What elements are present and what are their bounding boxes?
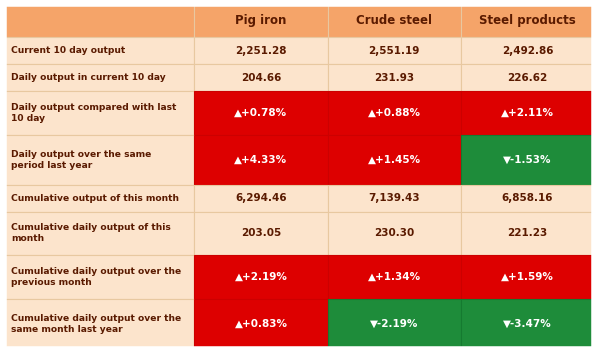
Bar	[461, 4, 594, 37]
Bar	[328, 91, 461, 134]
Bar	[4, 134, 194, 185]
Text: 2,251.28: 2,251.28	[235, 46, 287, 56]
Text: 231.93: 231.93	[374, 73, 414, 83]
Text: Daily output over the same
period last year: Daily output over the same period last y…	[11, 150, 151, 170]
Text: ▲+1.34%: ▲+1.34%	[368, 272, 421, 282]
Bar	[461, 212, 594, 255]
Text: ▼-2.19%: ▼-2.19%	[370, 319, 419, 329]
Bar	[194, 185, 328, 212]
Text: Pig iron: Pig iron	[236, 14, 286, 27]
Bar	[194, 299, 328, 349]
Text: Daily output compared with last
10 day: Daily output compared with last 10 day	[11, 103, 176, 123]
Text: ▲+2.11%: ▲+2.11%	[501, 108, 554, 118]
Bar	[328, 37, 461, 64]
Bar	[4, 185, 194, 212]
Text: Cumulative output of this month: Cumulative output of this month	[11, 194, 179, 203]
Bar	[194, 134, 328, 185]
Bar	[4, 4, 194, 37]
Bar	[194, 91, 328, 134]
Text: ▲+0.83%: ▲+0.83%	[234, 319, 288, 329]
Text: ▲+0.78%: ▲+0.78%	[234, 108, 288, 118]
Text: 6,858.16: 6,858.16	[502, 193, 553, 203]
Bar	[328, 212, 461, 255]
Text: Cumulative daily output over the
previous month: Cumulative daily output over the previou…	[11, 267, 181, 287]
Bar	[4, 91, 194, 134]
Bar	[4, 212, 194, 255]
Text: 230.30: 230.30	[374, 228, 414, 238]
Text: ▲+1.45%: ▲+1.45%	[368, 155, 421, 165]
Text: ▼-3.47%: ▼-3.47%	[503, 319, 552, 329]
Text: 7,139.43: 7,139.43	[368, 193, 420, 203]
Bar	[461, 64, 594, 91]
Bar	[461, 255, 594, 299]
Bar	[328, 255, 461, 299]
Text: ▼-1.53%: ▼-1.53%	[503, 155, 551, 165]
Text: Current 10 day output: Current 10 day output	[11, 46, 125, 55]
Text: ▲+4.33%: ▲+4.33%	[234, 155, 288, 165]
Text: ▲+1.59%: ▲+1.59%	[501, 272, 554, 282]
Bar	[194, 255, 328, 299]
Text: Cumulative daily output of this
month: Cumulative daily output of this month	[11, 223, 171, 244]
Bar	[194, 4, 328, 37]
Text: Cumulative daily output over the
same month last year: Cumulative daily output over the same mo…	[11, 314, 181, 334]
Bar	[461, 185, 594, 212]
Text: 221.23: 221.23	[507, 228, 548, 238]
Text: 203.05: 203.05	[241, 228, 281, 238]
Bar	[4, 64, 194, 91]
Text: 2,551.19: 2,551.19	[368, 46, 420, 56]
Text: Daily output in current 10 day: Daily output in current 10 day	[11, 73, 166, 82]
Bar	[461, 299, 594, 349]
Bar	[4, 255, 194, 299]
Bar	[461, 91, 594, 134]
Text: ▲+2.19%: ▲+2.19%	[234, 272, 288, 282]
Text: 2,492.86: 2,492.86	[502, 46, 553, 56]
Bar	[194, 64, 328, 91]
Bar	[328, 185, 461, 212]
Text: 226.62: 226.62	[507, 73, 548, 83]
Bar	[194, 212, 328, 255]
Bar	[461, 134, 594, 185]
Text: 204.66: 204.66	[241, 73, 281, 83]
Bar	[194, 37, 328, 64]
Bar	[328, 4, 461, 37]
Text: 6,294.46: 6,294.46	[235, 193, 287, 203]
Bar	[4, 37, 194, 64]
Bar	[328, 64, 461, 91]
Text: Steel products: Steel products	[479, 14, 576, 27]
Bar	[328, 299, 461, 349]
Text: ▲+0.88%: ▲+0.88%	[368, 108, 421, 118]
Bar	[328, 134, 461, 185]
Bar	[4, 299, 194, 349]
Text: Crude steel: Crude steel	[356, 14, 432, 27]
Bar	[461, 37, 594, 64]
